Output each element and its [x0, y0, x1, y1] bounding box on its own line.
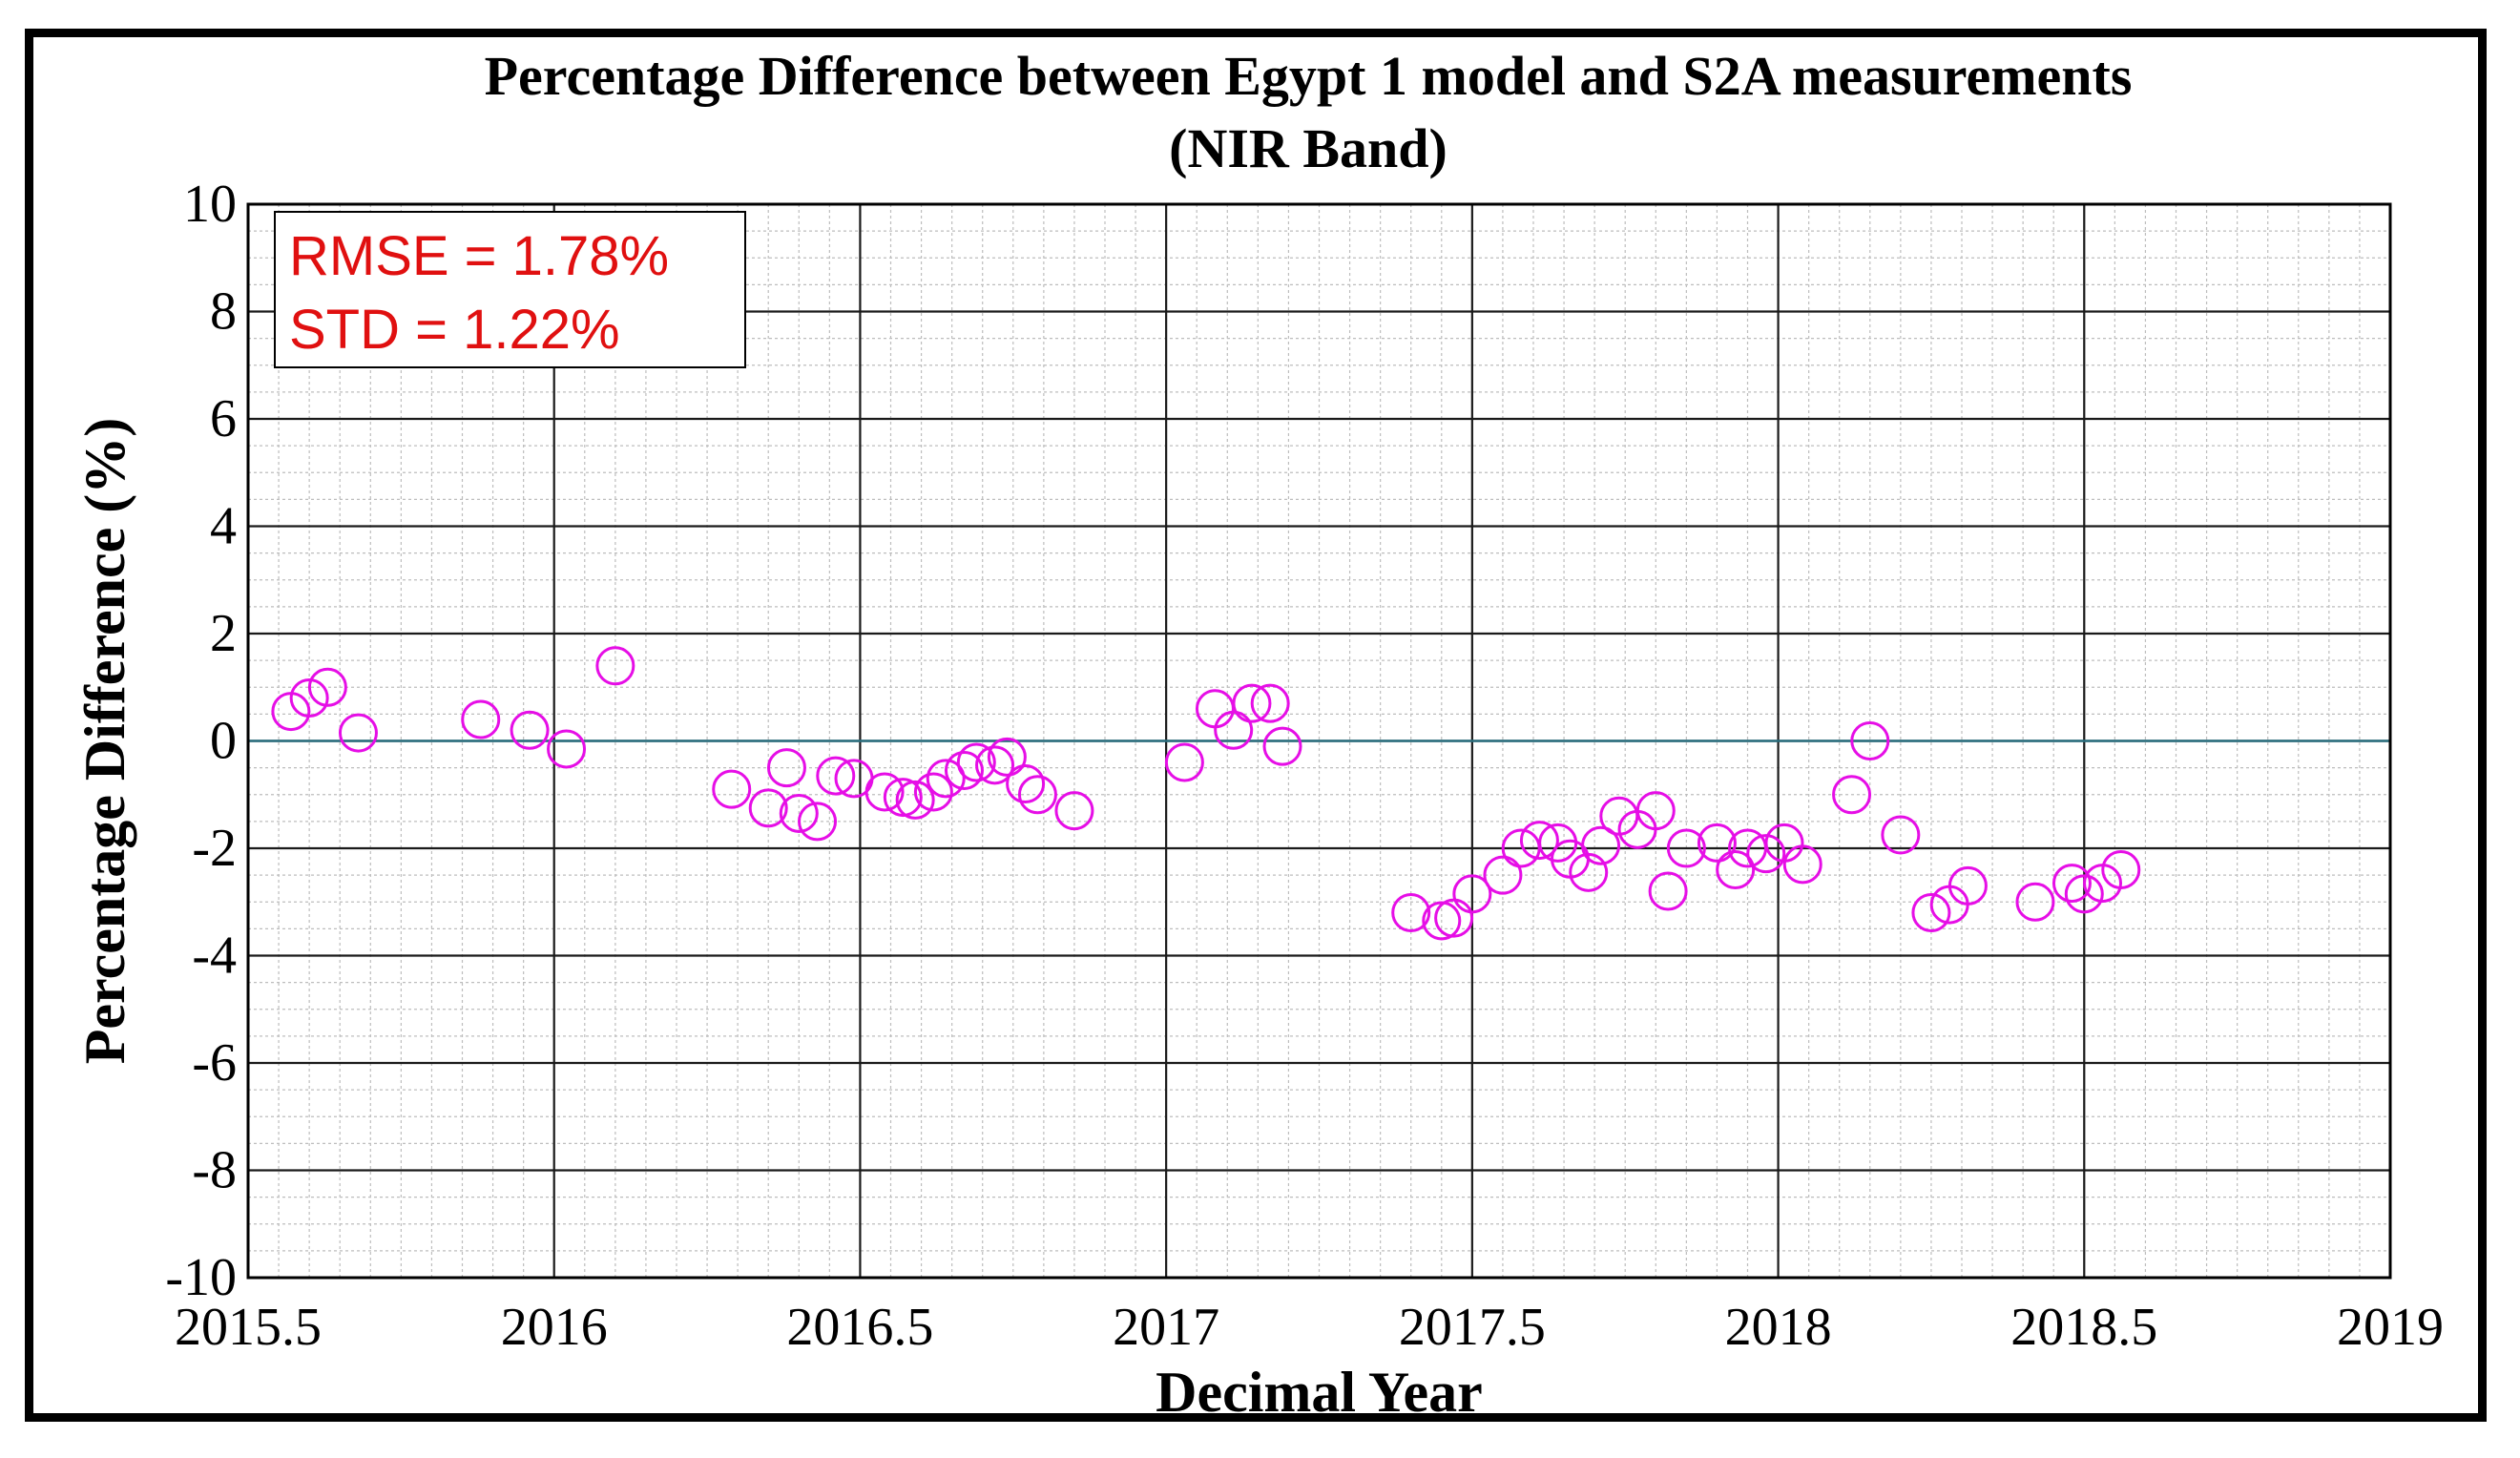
y-tick-label: 2	[210, 604, 237, 663]
data-point	[2064, 874, 2104, 914]
y-tick-label: 8	[210, 282, 237, 342]
data-point	[595, 646, 635, 686]
data-point	[307, 667, 347, 707]
std-label: STD = 1.22%	[289, 299, 620, 361]
x-tick-labels: 2015.5 2016 2016.5 2017 2017.5 2018 2018.5 2019	[175, 1298, 2444, 1357]
y-tick-label: 4	[210, 497, 237, 556]
data-point	[779, 793, 819, 833]
data-point	[975, 745, 1015, 785]
data-point	[547, 729, 587, 769]
data-point	[2015, 882, 2055, 922]
data-point	[2051, 864, 2092, 904]
data-point	[712, 769, 752, 809]
data-point	[1746, 834, 1786, 874]
stats-box-frame	[274, 211, 746, 368]
data-point	[748, 788, 788, 828]
rmse-label: RMSE = 1.78%	[289, 225, 669, 287]
y-tick-labels: 10 8 6 4 2 0 -2 -4 -6 -8 -10	[165, 175, 237, 1307]
data-point	[461, 699, 501, 739]
data-points	[271, 646, 2141, 941]
data-point	[510, 710, 550, 750]
chart-title: Percentage Difference between Egypt 1 mo…	[485, 45, 2133, 107]
x-axis-label: Decimal Year	[1156, 1361, 1483, 1413]
x-tick-label: 2018	[1725, 1298, 1832, 1357]
data-point	[1581, 825, 1621, 865]
data-point	[289, 678, 329, 718]
x-tick-label: 2015.5	[175, 1298, 322, 1357]
data-point	[1391, 893, 1431, 932]
y-tick-label: -6	[192, 1033, 237, 1093]
x-tick-label: 2018.5	[2010, 1298, 2157, 1357]
data-point	[895, 780, 935, 820]
y-tick-label: -10	[165, 1248, 237, 1307]
y-tick-label: -4	[192, 927, 237, 986]
data-point	[1697, 823, 1737, 863]
y-tick-label: -8	[192, 1141, 237, 1200]
data-point	[1519, 821, 1559, 861]
data-point	[1422, 901, 1462, 941]
data-point	[864, 772, 905, 812]
data-point	[766, 748, 806, 788]
data-point	[1214, 710, 1254, 750]
y-tick-label: 6	[210, 389, 237, 448]
data-point	[1569, 852, 1609, 892]
data-point	[1881, 815, 1921, 855]
data-point	[1947, 865, 1988, 906]
data-point	[1164, 742, 1204, 782]
data-point	[1850, 721, 1890, 760]
data-point	[926, 759, 966, 799]
data-point	[1054, 791, 1094, 831]
data-point	[1666, 828, 1706, 868]
data-point	[1006, 764, 1046, 803]
y-tick-label: 0	[210, 712, 237, 771]
data-point	[1017, 775, 1057, 815]
data-point	[883, 778, 923, 818]
data-point	[1452, 874, 1492, 914]
chart: Percentage Difference between Egypt 1 mo…	[73, 45, 2444, 1413]
x-tick-label: 2016.5	[786, 1298, 933, 1357]
chart-subtitle: (NIR Band)	[1169, 117, 1447, 179]
data-point	[1648, 871, 1688, 911]
data-point	[956, 742, 996, 782]
data-point	[944, 750, 984, 790]
x-tick-label: 2017	[1113, 1298, 1219, 1357]
data-point	[1782, 844, 1822, 885]
data-point	[1832, 775, 1872, 815]
x-tick-label: 2016	[501, 1298, 608, 1357]
data-point	[987, 737, 1027, 777]
data-point	[1911, 893, 1951, 932]
y-tick-label: -2	[192, 819, 237, 878]
data-point	[816, 756, 856, 796]
data-point	[1716, 850, 1756, 889]
data-point	[1483, 855, 1523, 895]
y-tick-label: 10	[183, 175, 237, 234]
stats-box: RMSE = 1.78% STD = 1.22%	[274, 211, 746, 368]
chart-frame: Percentage Difference between Egypt 1 mo…	[25, 29, 2487, 1422]
data-point	[1250, 683, 1290, 723]
data-point	[1232, 683, 1272, 723]
plot-area	[246, 202, 2392, 1280]
x-tick-label: 2019	[2337, 1298, 2444, 1357]
data-point	[1635, 791, 1676, 831]
data-point	[1434, 898, 1474, 938]
data-point	[798, 802, 838, 842]
data-point	[913, 772, 953, 812]
y-axis-label: Percentage Difference (%)	[73, 418, 136, 1064]
data-point	[1262, 726, 1302, 766]
x-tick-label: 2017.5	[1399, 1298, 1546, 1357]
data-point	[338, 713, 378, 753]
data-point	[2101, 850, 2141, 889]
